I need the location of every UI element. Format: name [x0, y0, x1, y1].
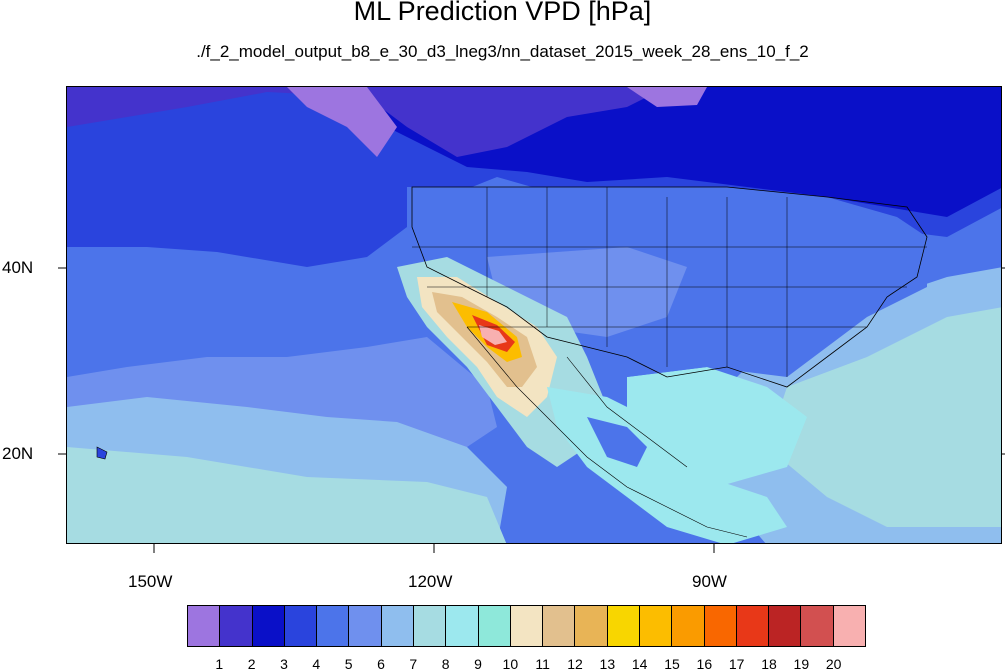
lat-label-40n: 40N: [2, 258, 34, 277]
colorbar-box: [413, 606, 447, 646]
colorbar-label: 10: [502, 656, 519, 672]
colorbar-box: [284, 606, 318, 646]
colorbar-label: 13: [599, 656, 616, 672]
colorbar-box: [575, 606, 608, 646]
lon-ticks-bottom: [153, 544, 715, 553]
colorbar-box: [317, 606, 350, 646]
lon-label-150w: 150W: [128, 572, 173, 591]
map-subtitle: ./f_2_model_output_b8_e_30_d3_lneg3/nn_d…: [196, 42, 809, 61]
colorbar-box: [188, 606, 221, 646]
colorbar-box: [736, 606, 770, 646]
colorbar-label: 6: [377, 656, 385, 672]
colorbar-label: 14: [631, 656, 648, 672]
colorbar-label: 20: [825, 656, 842, 672]
colorbar-label: 7: [409, 656, 418, 672]
colorbar-label: 19: [793, 656, 810, 672]
colorbar-label: 17: [728, 656, 745, 672]
pacific-far-south: [67, 447, 507, 543]
colorbar-box: [607, 606, 640, 646]
alaska-purple: [287, 87, 397, 157]
colorbar-box: [801, 606, 834, 646]
colorbar-label: 11: [535, 656, 550, 672]
us-states-grid: [412, 187, 927, 377]
mexico-blue: [587, 417, 647, 467]
us-outline: [411, 186, 928, 388]
mexico-outline: [466, 326, 748, 538]
arctic-purple: [627, 87, 707, 107]
colorbar-box: [704, 606, 737, 646]
north-band-purple: [67, 87, 667, 157]
colorbar-label: 15: [664, 656, 680, 672]
colorbar-box: [381, 606, 414, 646]
colorbar-box: [220, 606, 253, 646]
hawaii: [96, 446, 108, 460]
sw-pink: [479, 325, 507, 345]
colorbar-label: 16: [696, 656, 713, 672]
gulf-cyan: [627, 367, 807, 487]
colorbar-label: 18: [761, 656, 777, 672]
vpd-map-panel: [66, 86, 1002, 544]
colorbar-box: [349, 606, 382, 646]
colorbar-box: [672, 606, 705, 646]
lat-label-20n: 20N: [2, 444, 34, 463]
colorbar-label: 9: [474, 656, 482, 672]
colorbar-label: 5: [344, 656, 353, 672]
atlantic-cyan: [767, 307, 1001, 527]
colorbar-label: 8: [441, 656, 450, 672]
colorbar-label: 2: [247, 656, 256, 672]
colorbar-box: [478, 606, 511, 646]
lon-label-120w: 120W: [408, 572, 453, 591]
colorbar-box: [543, 606, 576, 646]
colorbar-box: [446, 606, 479, 646]
colorbar-label: 4: [312, 656, 321, 672]
colorbar-box: [769, 606, 802, 646]
colorbar: [187, 605, 866, 647]
colorbar-box: [252, 606, 285, 646]
colorbar-label: 12: [567, 656, 583, 672]
colorbar-box: [639, 606, 673, 646]
colorbar-box: [833, 606, 865, 646]
colorbar-label: 3: [280, 656, 288, 672]
colorbar-label: 1: [215, 656, 224, 672]
vpd-field-svg: [67, 87, 1001, 543]
lon-label-90w: 90W: [692, 572, 727, 591]
lat-ticks-left: [58, 267, 66, 455]
colorbar-box: [510, 606, 544, 646]
map-title: ML Prediction VPD [hPa]: [353, 0, 652, 26]
